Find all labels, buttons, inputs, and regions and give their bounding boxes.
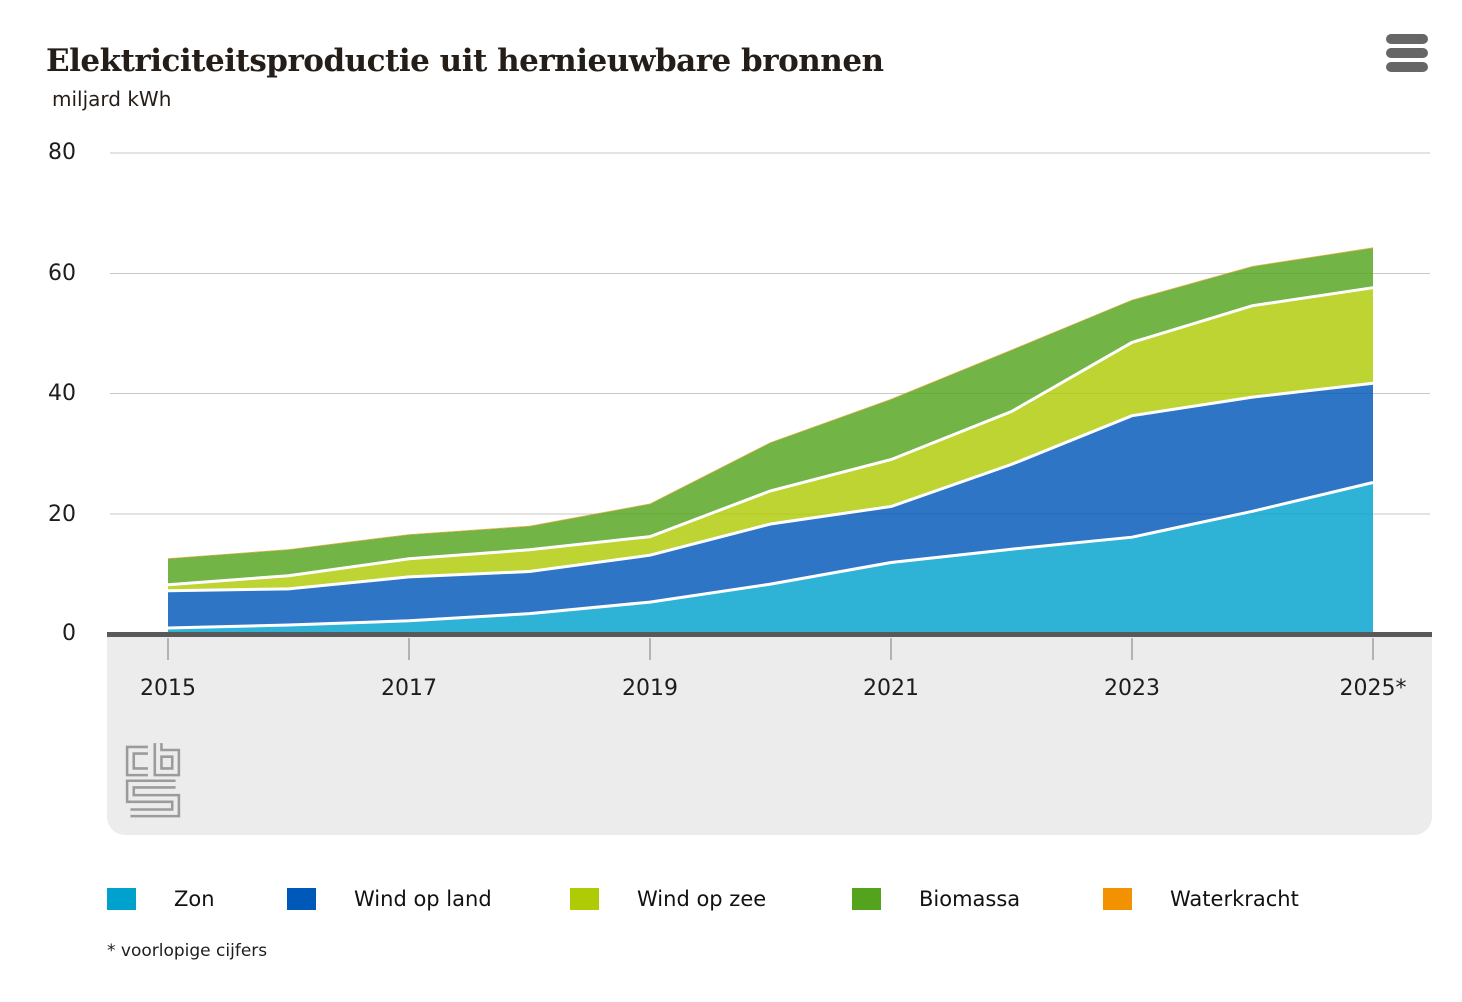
x-tick: [1372, 638, 1374, 660]
x-tick: [649, 638, 651, 660]
y-tick-label: 40: [48, 381, 76, 406]
menu-icon[interactable]: [1386, 32, 1430, 74]
y-tick-label: 20: [48, 502, 76, 527]
legend-item-zon[interactable]: Zon: [107, 884, 215, 914]
legend-item-wind-op-zee[interactable]: Wind op zee: [570, 884, 766, 914]
legend-label: Wind op land: [354, 887, 492, 911]
page-title: Elektriciteitsproductie uit hernieuwbare…: [46, 42, 884, 79]
cbs-logo: [125, 743, 181, 818]
x-tick: [408, 638, 410, 660]
x-tick-label: 2015: [140, 676, 196, 701]
x-tick-label: 2025*: [1339, 676, 1407, 701]
legend-item-biomassa[interactable]: Biomassa: [852, 884, 1020, 914]
area-waterkracht: [168, 247, 1373, 559]
area-biomassa: [168, 248, 1373, 585]
menu-bar: [1386, 34, 1428, 44]
legend-label: Zon: [174, 887, 215, 911]
x-tick: [167, 638, 169, 660]
unit-label: miljard kWh: [52, 87, 172, 111]
legend-label: Biomassa: [919, 887, 1021, 911]
legend-swatch-biomassa: [852, 888, 881, 910]
legend-swatch-zon: [107, 888, 136, 910]
menu-bar: [1386, 48, 1428, 58]
y-tick-label: 60: [48, 261, 76, 286]
x-tick: [1131, 638, 1133, 660]
footnote: * voorlopige cijfers: [107, 941, 268, 961]
y-tick-label: 80: [48, 140, 76, 165]
legend-item-waterkracht[interactable]: Waterkracht: [1103, 884, 1299, 914]
area-zon: [168, 482, 1373, 634]
x-tick-label: 2017: [381, 676, 437, 701]
legend-swatch-wind-op-land: [287, 888, 316, 910]
x-tick-label: 2023: [1104, 676, 1160, 701]
area-wind-op-zee: [168, 287, 1373, 591]
legend-swatch-wind-op-zee: [570, 888, 599, 910]
series-separator: [167, 381, 1374, 593]
legend-swatch-waterkracht: [1103, 888, 1132, 910]
area-wind-op-land: [168, 383, 1373, 628]
x-tick-label: 2021: [863, 676, 919, 701]
x-axis-band: [107, 637, 1432, 835]
x-tick-label: 2019: [622, 676, 678, 701]
legend-label: Wind op zee: [637, 887, 767, 911]
legend-item-wind-op-land[interactable]: Wind op land: [287, 884, 492, 914]
menu-bar: [1386, 62, 1428, 72]
legend-label: Waterkracht: [1170, 887, 1299, 911]
series-separator: [167, 286, 1374, 587]
x-axis-line: [107, 632, 1432, 637]
series-separator: [167, 481, 1374, 630]
x-tick: [890, 638, 892, 660]
y-tick-label: 0: [62, 621, 76, 646]
